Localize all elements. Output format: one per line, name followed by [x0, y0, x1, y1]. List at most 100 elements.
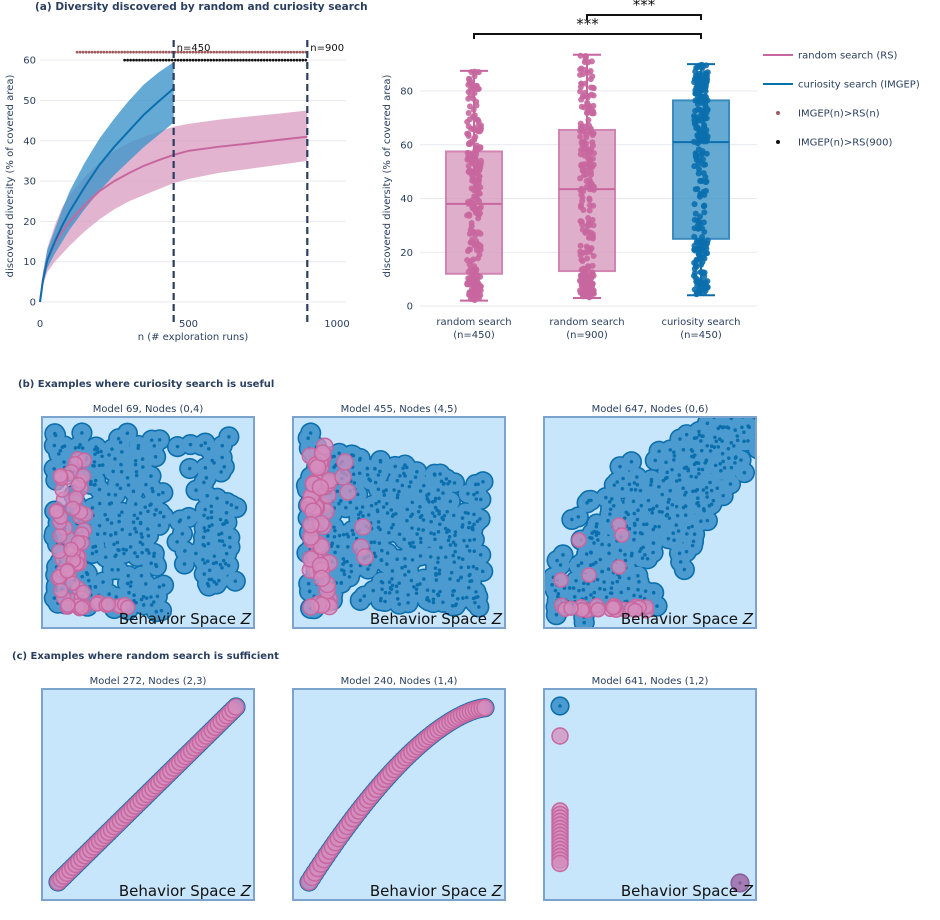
line-chart-sig-dot	[259, 58, 263, 62]
line-chart-sig-dot	[292, 58, 296, 62]
coverage-point	[377, 541, 382, 545]
coverage-point	[203, 507, 207, 512]
coverage-point	[372, 551, 377, 556]
box-chart-x-tick: random search	[436, 317, 511, 328]
coverage-point	[206, 541, 211, 546]
coverage-point	[119, 469, 124, 474]
coverage-point	[212, 554, 217, 558]
coverage-point	[93, 452, 97, 456]
coverage-point	[437, 522, 442, 527]
coverage-point	[175, 444, 180, 449]
coverage-point	[56, 452, 61, 456]
coverage-point	[387, 530, 391, 535]
coverage-point	[602, 580, 606, 584]
coverage-point	[201, 535, 206, 540]
coverage-point	[133, 526, 137, 531]
coverage-point	[454, 602, 459, 606]
rs-blob	[52, 468, 69, 484]
coverage-point	[377, 499, 381, 504]
behavior-panel-title: Model 647, Nodes (0,6)	[592, 404, 709, 415]
line-chart-sig-dot	[111, 50, 115, 54]
coverage-point	[466, 525, 471, 530]
coverage-point	[103, 555, 108, 559]
significance-label: ***	[576, 15, 599, 33]
box-point	[473, 69, 480, 76]
coverage-point	[677, 551, 682, 556]
coverage-point	[722, 466, 727, 470]
coverage-point	[609, 586, 614, 590]
coverage-point	[356, 512, 361, 517]
line-chart-band-imgep	[40, 62, 174, 302]
coverage-point	[626, 512, 631, 517]
rs-blob	[65, 500, 81, 517]
coverage-point	[676, 529, 681, 533]
box-chart-significance: ******	[473, 0, 702, 39]
line-chart-sig-dot	[227, 58, 230, 62]
section-c-title: (c) Examples where random search is suff…	[12, 651, 279, 662]
line-chart-line-imgep	[39, 87, 175, 303]
coverage-point	[722, 425, 726, 429]
coverage-point	[149, 474, 153, 478]
behavior-panel-content	[544, 417, 756, 628]
box-point	[697, 269, 704, 276]
coverage-point	[632, 481, 637, 485]
coverage-point	[550, 582, 554, 587]
coverage-point	[668, 488, 672, 493]
coverage-point	[351, 472, 356, 477]
box-point	[578, 191, 585, 198]
box-chart-boxes	[445, 52, 730, 304]
coverage-point	[695, 487, 700, 492]
line-chart-sig-dot	[301, 58, 305, 62]
coverage-point	[691, 489, 695, 494]
coverage-point	[220, 566, 224, 570]
coverage-point	[692, 532, 697, 536]
coverage-point	[152, 443, 157, 448]
coverage-point	[717, 437, 722, 441]
box-point	[476, 167, 483, 174]
coverage-point	[437, 496, 441, 501]
coverage-point	[234, 505, 239, 510]
coverage-point	[468, 579, 472, 584]
coverage-point	[384, 501, 389, 506]
coverage-point	[447, 534, 452, 539]
line-chart-sig-dot	[271, 50, 275, 54]
coverage-point	[153, 562, 158, 567]
line-chart-sig-dot	[141, 58, 144, 62]
coverage-point	[434, 578, 439, 582]
coverage-point	[439, 479, 444, 484]
box-point	[589, 235, 596, 242]
coverage-point	[460, 525, 465, 529]
coverage-point	[378, 469, 382, 474]
coverage-point	[746, 439, 750, 443]
coverage-point	[125, 431, 130, 436]
line-chart-sig-dot	[161, 58, 165, 62]
coverage-point	[602, 587, 607, 592]
coverage-point	[672, 458, 676, 462]
coverage-point	[416, 527, 421, 531]
coverage-point	[712, 445, 717, 449]
coverage-point	[475, 595, 480, 599]
coverage-point	[670, 467, 674, 472]
coverage-point	[214, 560, 219, 565]
coverage-point	[177, 519, 182, 524]
coverage-point	[702, 508, 706, 513]
coverage-point	[632, 511, 637, 516]
line-chart-sig-dot	[236, 58, 239, 62]
box-point	[691, 201, 698, 208]
coverage-point	[80, 446, 85, 450]
coverage-point	[437, 568, 442, 572]
coverage-point	[376, 525, 381, 530]
coverage-point	[161, 490, 165, 495]
box-chart-y-tick: 40	[400, 194, 413, 205]
line-chart-sig-dot	[239, 58, 242, 62]
coverage-point	[684, 549, 689, 554]
coverage-point	[635, 482, 640, 487]
line-chart-y-tick: 50	[23, 96, 36, 107]
line-chart-sig-dot	[203, 50, 207, 54]
line-chart-sig-dot	[212, 50, 216, 54]
box-point	[471, 193, 478, 200]
line-chart-sig-dot	[84, 50, 88, 54]
line-chart-sig-dot	[81, 50, 85, 54]
coverage-point	[478, 553, 483, 557]
coverage-point	[403, 556, 407, 561]
